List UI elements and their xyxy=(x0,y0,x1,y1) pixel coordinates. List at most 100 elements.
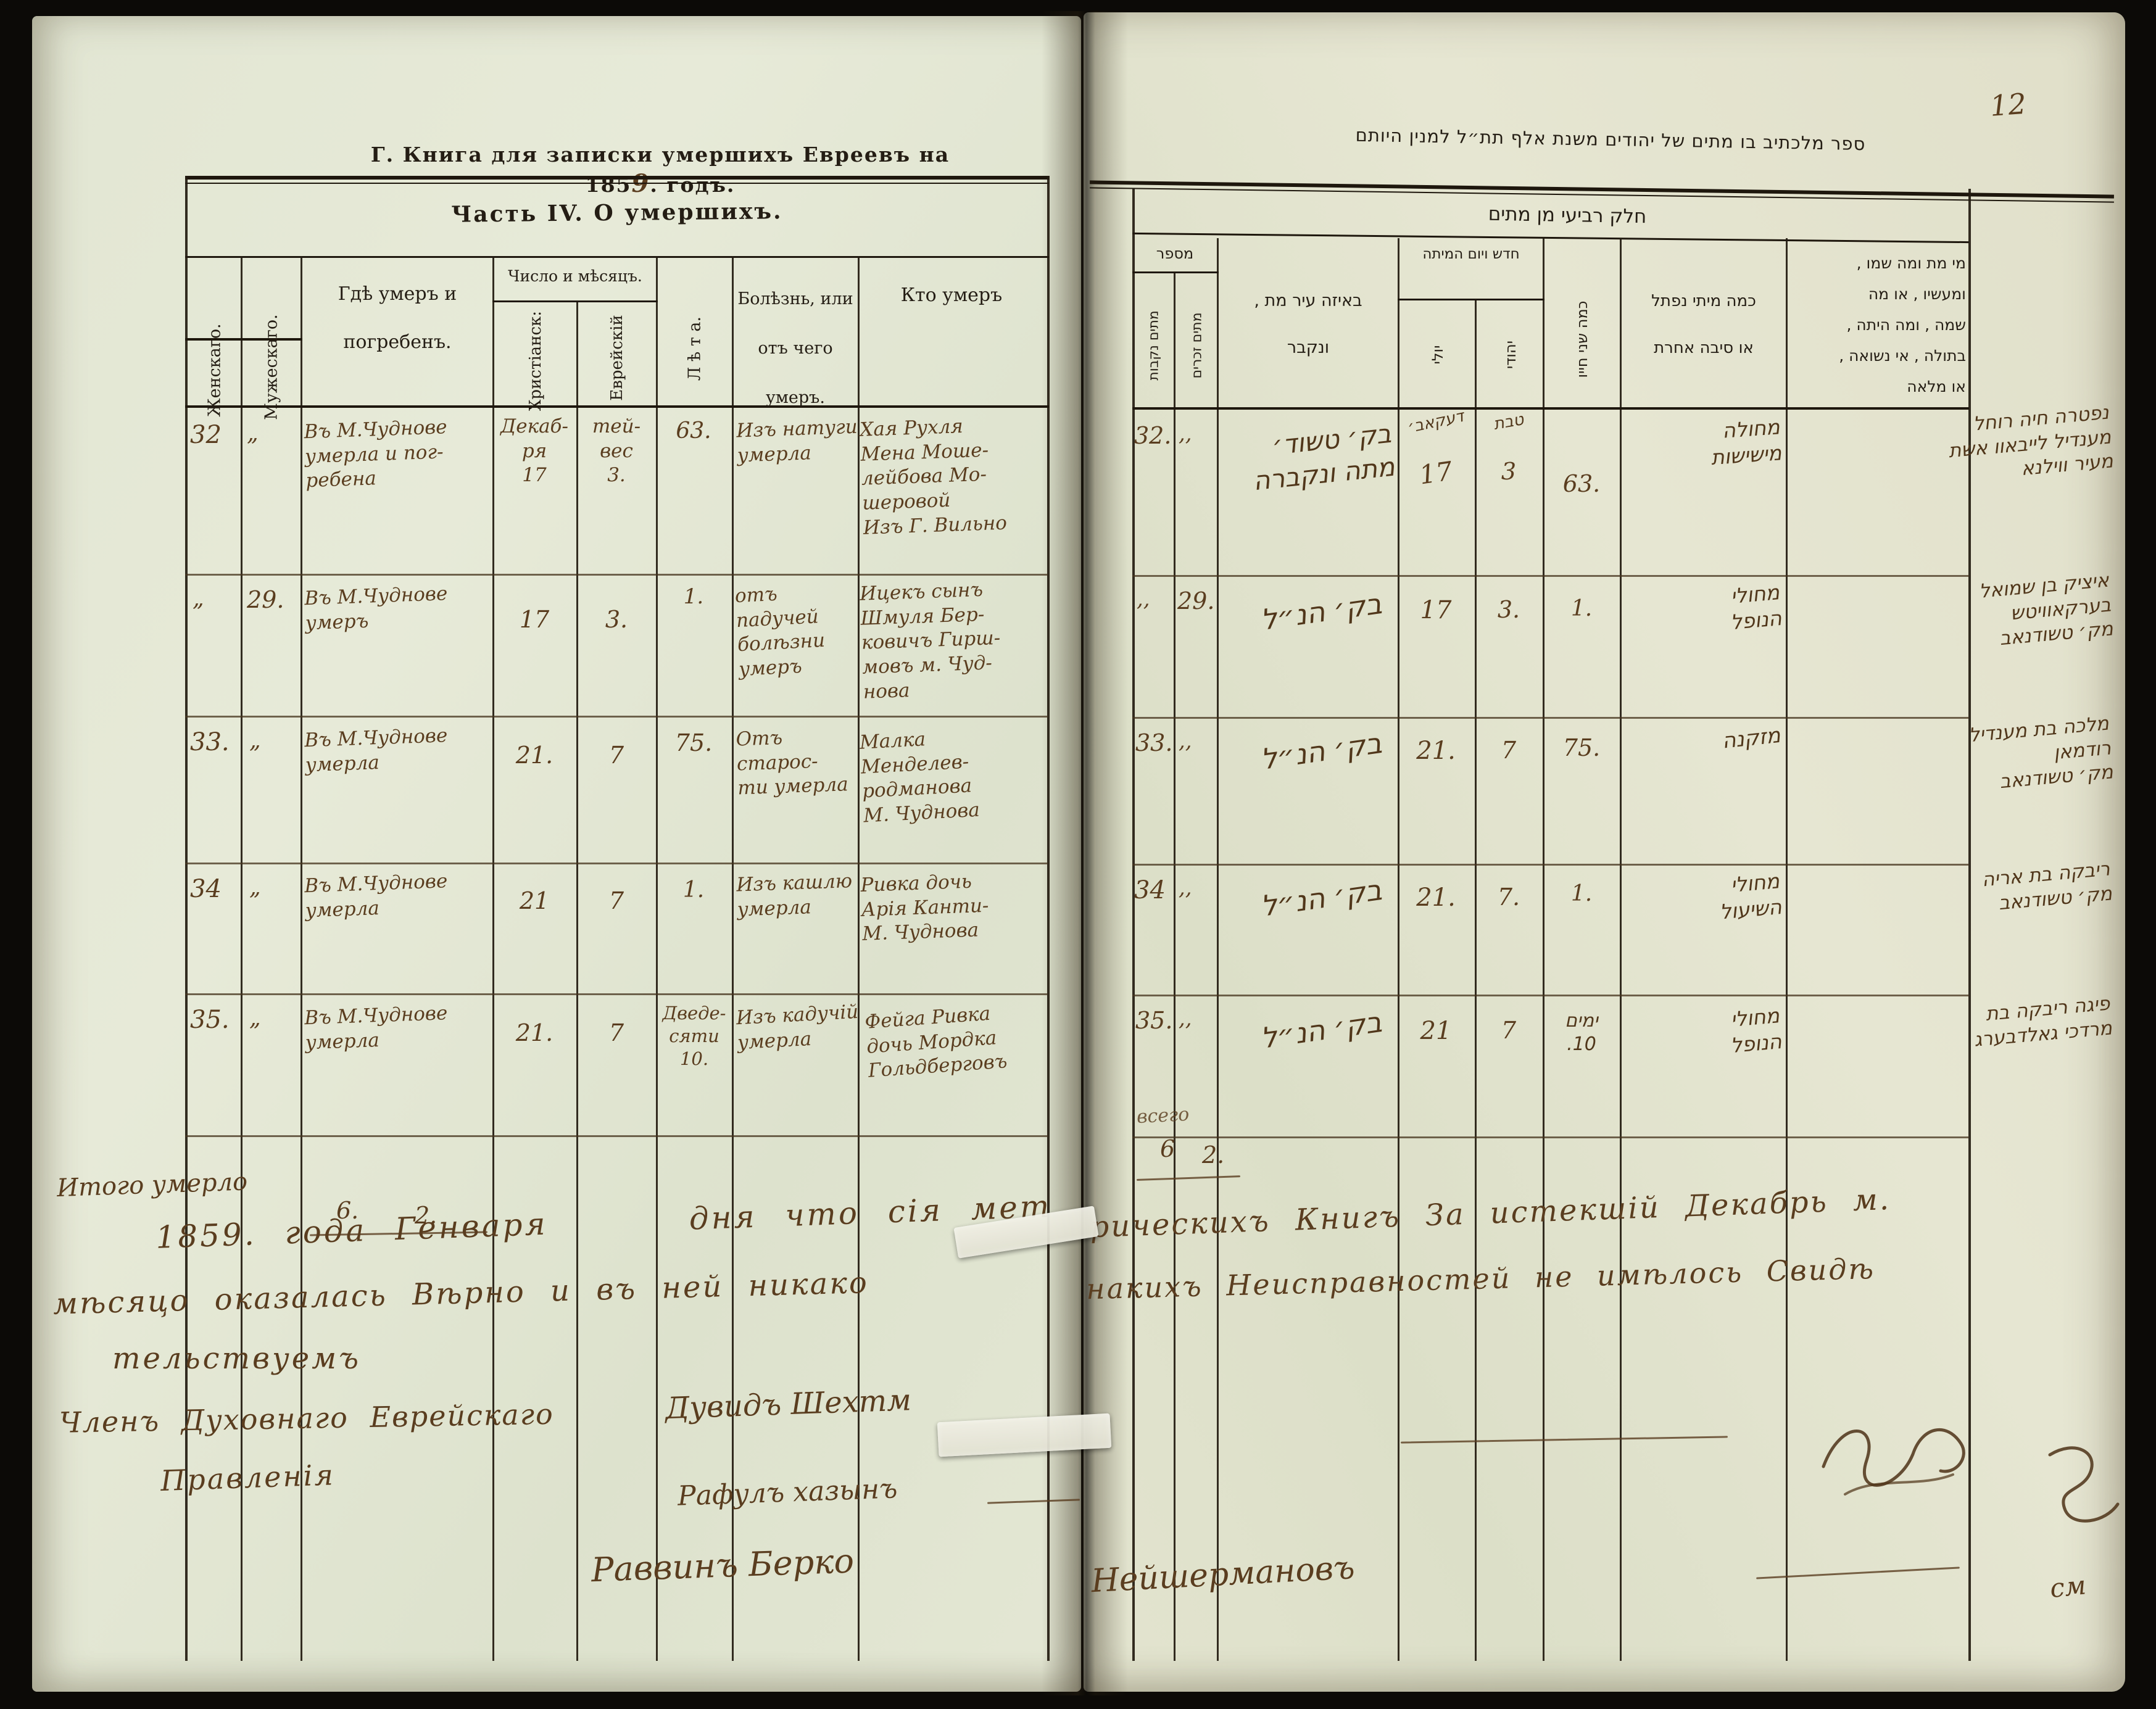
header-city: באיזה עיר מת , ונקבר xyxy=(1254,291,1362,357)
header-bottom-rule xyxy=(185,405,1049,408)
header-who: Кто умеръ xyxy=(900,284,1003,306)
header-female: Женскаго. xyxy=(205,323,225,417)
record-number-male: „ xyxy=(249,1006,261,1031)
table-column-divider xyxy=(1543,238,1544,1661)
record-number-female: ,, xyxy=(1137,587,1150,611)
record-date-jewish: 7 xyxy=(608,742,624,769)
table-column-divider xyxy=(301,256,302,1661)
header-who-hebrew: מי מת ומה שמו , ומעשיו , או מה שמה , ומה… xyxy=(1839,254,1966,395)
book-title-prefix: Г. Книга для записки умершихъ Евреевъ на… xyxy=(370,143,950,197)
record-who: Фейга Ривка дочь Мордка Гольдберговъ xyxy=(864,1002,1008,1083)
record-number-male: ,, xyxy=(1179,421,1192,446)
record-cause: מחולה מישישות xyxy=(1710,415,1783,470)
record-cause: Изъ натуги умерла xyxy=(736,415,858,467)
row-separator xyxy=(185,993,1048,995)
record-cause: отъ падучей болѣзни умеръ xyxy=(734,582,826,681)
record-date-julian: 21. xyxy=(1416,883,1456,912)
record-cause: Изъ кашлю умерла xyxy=(736,869,853,921)
header-top-rule xyxy=(185,256,1049,258)
sex-subheader-rule xyxy=(185,338,302,341)
hebrew-signature-scribble xyxy=(2048,1446,2120,1523)
record-place: Въ М.Чуднове умеръ xyxy=(304,582,448,634)
header-date-julian: יולי xyxy=(1429,345,1446,365)
record-number-female: 32. xyxy=(1134,422,1172,449)
page-number: 12 xyxy=(1989,86,2028,123)
row-separator xyxy=(1132,1136,1969,1138)
record-age: ימים 10. xyxy=(1565,1010,1598,1056)
record-number-male: ,, xyxy=(1179,875,1192,900)
hebrew-signature-scribble xyxy=(1822,1428,1965,1496)
row-separator xyxy=(185,574,1048,576)
number-subheader-rule xyxy=(1132,271,1219,273)
record-place: Въ М.Чуднове умерла xyxy=(304,1002,448,1054)
row-separator xyxy=(1132,717,1969,719)
record-number-male: „ xyxy=(247,421,259,446)
record-number-male: 29. xyxy=(1177,587,1215,614)
totals-female: 6 xyxy=(1160,1135,1175,1162)
record-who: Ривка дочь Арія Канти- М. Чуднова xyxy=(860,870,989,946)
record-date-christian: 21. xyxy=(515,1019,554,1046)
record-age: 1. xyxy=(682,877,705,903)
table-top-rule-inner xyxy=(185,183,1049,184)
record-number-male: „ xyxy=(249,728,261,753)
table-column-divider xyxy=(858,256,860,1661)
header-number-group: מספר xyxy=(1156,245,1194,262)
totals-male: 2. xyxy=(1202,1141,1225,1169)
record-place: Въ М.Чуднове умерла и пог- ребена xyxy=(304,416,448,492)
record-date-jewish: 7 xyxy=(1501,737,1517,764)
record-date-jewish: 3. xyxy=(1497,596,1520,623)
table-column-divider xyxy=(1174,271,1175,1661)
table-column-divider xyxy=(1217,238,1219,1661)
record-number-male: 29. xyxy=(247,586,284,613)
record-date-christian: 17 xyxy=(519,606,550,633)
table-column-divider xyxy=(241,256,243,1661)
row-separator xyxy=(1132,995,1969,996)
record-date-christian: Декаб- ря 17 xyxy=(500,415,568,487)
record-who: Хая Рухля Мена Моше- лейбова Мо- шеровой… xyxy=(859,415,1008,539)
record-date-julian: 21. xyxy=(1416,737,1456,765)
date-subheader-rule xyxy=(492,300,658,302)
record-who: Малка Менделев- родманова М. Чуднова xyxy=(859,728,981,827)
table-column-divider xyxy=(185,176,188,1661)
row-separator xyxy=(185,716,1048,718)
record-number-female: 34 xyxy=(190,875,222,903)
record-number-female: „ xyxy=(193,586,204,611)
record-age: 63. xyxy=(1562,470,1601,497)
record-age: 1. xyxy=(683,584,704,609)
table-right-border xyxy=(1968,189,1971,1661)
table-column-divider xyxy=(1786,238,1788,1661)
record-date-christian: 21 xyxy=(519,887,550,914)
record-number-male: ,, xyxy=(1179,729,1192,753)
right-page xyxy=(1084,12,2125,1692)
header-place: Гдѣ умеръ и погребенъ. xyxy=(338,283,457,353)
row-separator xyxy=(185,863,1048,864)
record-number-male: ,, xyxy=(1179,1006,1192,1031)
record-date-jewish: 3. xyxy=(605,606,628,633)
header-bottom-rule xyxy=(1132,407,1969,410)
record-date-jewish: тей- вес 3. xyxy=(592,415,641,487)
row-separator xyxy=(1132,864,1969,866)
header-number-male: מתים זכרים xyxy=(1189,312,1205,379)
record-date-jewish: 7 xyxy=(608,1019,624,1046)
table-top-rule xyxy=(185,176,1049,180)
header-age: Л ѣ т а. xyxy=(685,316,705,381)
record-place: Въ М.Чуднове умерла xyxy=(304,724,448,776)
record-age: 1. xyxy=(1570,596,1593,621)
record-date-jewish: 7 xyxy=(1501,1017,1517,1044)
header-male: Мужескаго. xyxy=(262,314,281,420)
record-who: Ицекъ сынъ Шмуля Бер- ковичъ Гирш- мовъ … xyxy=(859,578,1001,703)
record-place: Въ М.Чуднове умерла xyxy=(304,870,448,922)
record-age: 63. xyxy=(676,418,711,444)
table-column-divider xyxy=(492,256,494,1661)
header-date-group: חדש ויום המיתה xyxy=(1422,246,1520,262)
header-cause: Болѣзнь, или отъ чего умеръ. xyxy=(737,289,853,407)
record-age: 75. xyxy=(674,729,713,756)
header-date-christian: Христіанск: xyxy=(526,310,545,412)
header-date-group: Число и мѣсяцъ. xyxy=(508,267,642,285)
header-date-jewish: יהודי xyxy=(1502,340,1519,370)
record-number-female: 34 xyxy=(1134,876,1166,904)
date-subheader-rule xyxy=(1398,299,1544,300)
attestation-line-3: тельствуемъ xyxy=(112,1341,361,1376)
record-number-female: 33. xyxy=(190,728,230,756)
